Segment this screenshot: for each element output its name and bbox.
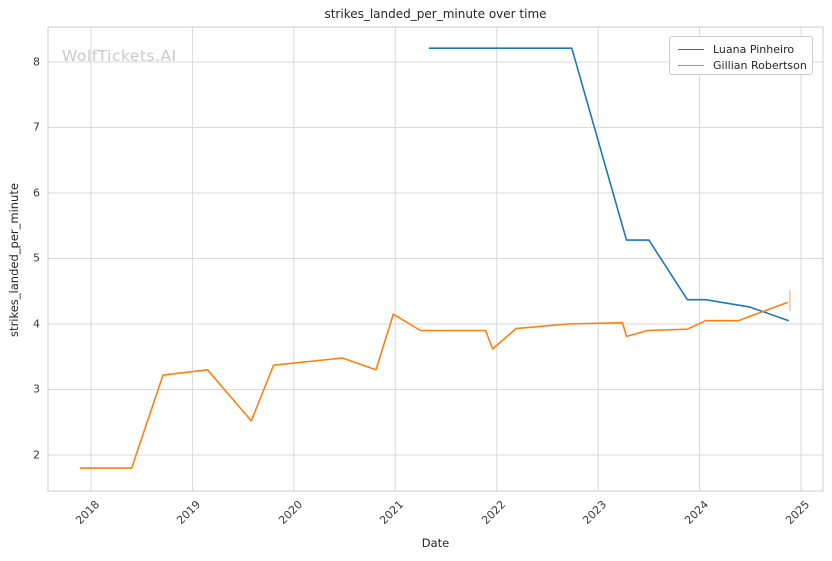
y-tick-label: 6 <box>33 186 40 200</box>
plot-border <box>47 26 824 492</box>
y-tick-label: 3 <box>33 382 40 396</box>
legend-item: Gillian Robertson <box>678 57 807 73</box>
gridlines <box>48 27 823 491</box>
y-tick-label: 5 <box>33 251 40 265</box>
y-tick-label: 4 <box>33 317 40 331</box>
watermark: WolfTickets.AI <box>62 47 177 65</box>
legend-line-swatch <box>678 48 704 50</box>
series-line-gillian-robertson <box>79 301 789 469</box>
y-tick-label: 8 <box>33 55 40 69</box>
y-axis-label: strikes_landed_per_minute <box>7 182 21 337</box>
legend: Luana Pinheiro Gillian Robertson <box>669 36 813 75</box>
series-line-luana-pinheiro <box>428 47 790 322</box>
chart-title: strikes_landed_per_minute over time <box>324 7 547 21</box>
x-axis-label: Date <box>421 536 450 550</box>
y-tick-label: 2 <box>33 448 40 462</box>
y-tick-label: 7 <box>33 120 40 134</box>
legend-label: Gillian Robertson <box>713 58 807 72</box>
legend-line-swatch <box>678 64 704 66</box>
legend-item: Luana Pinheiro <box>678 41 804 57</box>
legend-label: Luana Pinheiro <box>713 42 795 56</box>
series-lines <box>79 47 791 469</box>
